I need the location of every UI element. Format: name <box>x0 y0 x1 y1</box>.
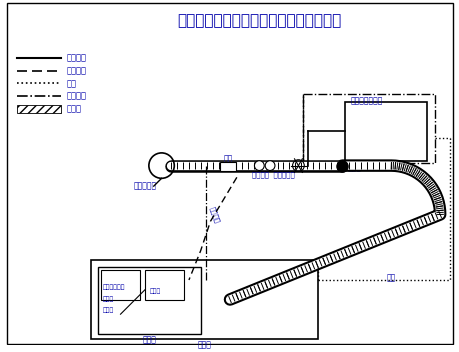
Text: 测量电缆: 测量电缆 <box>208 205 220 224</box>
Bar <box>98 267 200 334</box>
Text: 熔化间隙  电容分压器: 熔化间隙 电容分压器 <box>252 171 295 178</box>
Text: 接地点: 接地点 <box>347 163 360 172</box>
Text: 光纤: 光纤 <box>67 79 77 88</box>
Text: 控制电缆: 控制电缆 <box>67 92 87 101</box>
Bar <box>101 270 140 300</box>
Bar <box>17 105 61 113</box>
Text: 试品: 试品 <box>223 154 232 163</box>
Text: 高压引线: 高压引线 <box>67 54 87 63</box>
Text: 控制器: 控制器 <box>103 297 114 302</box>
Text: 测量电缆: 测量电缆 <box>67 66 87 75</box>
Bar <box>302 94 434 163</box>
Bar <box>91 260 317 339</box>
Text: 接地线: 接地线 <box>67 105 82 113</box>
Circle shape <box>254 161 263 170</box>
Text: 控制室: 控制室 <box>197 341 211 350</box>
Bar <box>145 270 184 300</box>
Text: 光纤: 光纤 <box>386 273 395 282</box>
Text: 冲击发生器本体: 冲击发生器本体 <box>350 96 382 105</box>
Text: 绝缘子陡波冲击试验系统接线布置示意图: 绝缘子陡波冲击试验系统接线布置示意图 <box>177 13 341 29</box>
Text: 电阻分压器: 电阻分压器 <box>133 181 157 190</box>
Text: 数采集: 数采集 <box>150 289 161 294</box>
Bar <box>220 162 235 171</box>
Text: 控制台: 控制台 <box>142 336 156 345</box>
Circle shape <box>264 161 274 170</box>
Bar <box>345 102 426 161</box>
Text: 计算机及软件: 计算机及软件 <box>103 285 125 290</box>
Text: 电源控: 电源控 <box>103 307 114 313</box>
